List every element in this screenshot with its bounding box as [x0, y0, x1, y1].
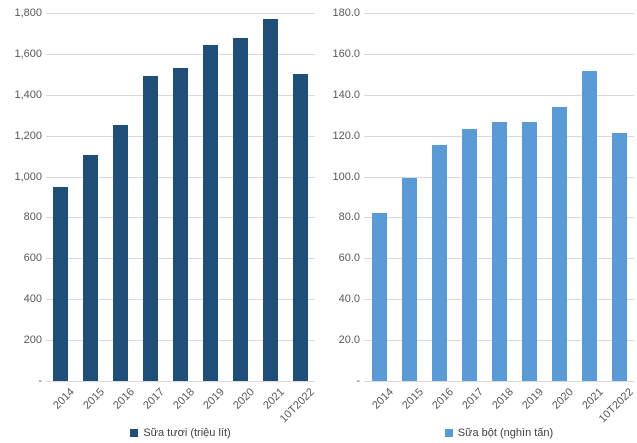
x-axis-left: 2014 2015 2016 2017 2018 2019 2020 2021 10T2022 — [46, 382, 317, 425]
bar-slot — [484, 13, 514, 381]
y-tick-label: 60.0 — [338, 252, 360, 265]
x-tick-label: 2018 — [489, 386, 516, 412]
gridline — [364, 13, 634, 14]
y-tick-label: 160.0 — [332, 47, 360, 60]
bar-2020 — [232, 37, 248, 381]
bar-slot — [46, 13, 76, 381]
legend-swatch-fresh-milk — [130, 429, 139, 437]
gridline — [364, 53, 634, 55]
bar-slot — [544, 13, 574, 381]
y-tick-label: 140.0 — [332, 88, 360, 101]
x-tick-label: 2018 — [171, 386, 198, 412]
y-tick-label: 1,800 — [14, 7, 42, 19]
bar-slot — [285, 13, 315, 381]
x-tick-label: 2015 — [399, 386, 426, 412]
y-tick-label: 80.0 — [338, 211, 360, 224]
bar-slot — [136, 13, 166, 381]
bar-2018 — [173, 68, 188, 381]
bar-10T2022 — [611, 132, 627, 381]
bar-2021 — [581, 71, 597, 381]
x-tick-label: 2014 — [51, 386, 78, 412]
x-tick-label: 2019 — [519, 386, 546, 412]
bar-2019 — [521, 122, 537, 381]
bar-2014 — [371, 213, 387, 381]
y-tick-label: - — [38, 375, 42, 387]
bar-2015 — [401, 177, 417, 381]
bar-2015 — [83, 155, 99, 381]
x-tick-label: 2021 — [579, 386, 606, 412]
bar-slot — [574, 13, 604, 381]
gridline — [364, 94, 634, 96]
y-tick-label: 200 — [23, 334, 42, 347]
bar-slot — [166, 13, 196, 381]
bar-slot — [604, 13, 634, 381]
bar-series-fresh-milk — [46, 13, 315, 381]
y-tick-label: 1,000 — [14, 170, 42, 183]
y-tick-label: 600 — [23, 252, 42, 265]
bar-2017 — [143, 76, 159, 381]
y-tick-label: 800 — [23, 211, 42, 224]
x-tick-label: 2021 — [260, 386, 287, 412]
y-tick-label: 100.0 — [332, 170, 360, 183]
chart-powder-milk: 180.0 160.0 140.0 120.0 100.0 80.0 60.0 40.0 20.… — [318, 0, 637, 443]
bar-2021 — [262, 19, 278, 381]
y-tick-label: 20.0 — [338, 334, 360, 347]
x-tick-label: 2016 — [429, 386, 456, 412]
bar-2016 — [431, 144, 447, 381]
y-tick-label: 180.0 — [332, 7, 360, 19]
x-tick-label: 2017 — [459, 386, 486, 412]
y-tick-label: 400 — [23, 293, 42, 306]
plot-area-fresh-milk — [46, 13, 315, 382]
y-tick-label: 40.0 — [338, 293, 360, 306]
bar-slot — [195, 13, 225, 381]
x-tick-label: 2020 — [230, 386, 257, 412]
y-tick-label: - — [356, 375, 360, 387]
bar-2020 — [551, 107, 567, 381]
y-tick-label: 1,200 — [14, 129, 42, 142]
y-axis-right: 180.0 160.0 140.0 120.0 100.0 80.0 60.0 40.0 20.… — [318, 7, 360, 387]
x-tick-label: 2014 — [369, 386, 396, 412]
plot-area-powder-milk — [364, 13, 634, 382]
bar-slot — [106, 13, 136, 381]
gridline — [46, 13, 315, 14]
legend-label-fresh-milk: Sữa tươi (triệu lít) — [143, 427, 231, 439]
bar-slot — [394, 13, 424, 381]
x-tick-label: 2015 — [81, 386, 108, 412]
legend-fresh-milk: Sữa tươi (triệu lít) — [46, 427, 315, 439]
legend-powder-milk: Sữa bột (nghìn tấn) — [364, 427, 634, 439]
x-axis-right: 2014 2015 2016 2017 2018 2019 2020 2021 10T2022 — [364, 382, 636, 425]
bar-10T2022 — [292, 74, 308, 381]
bar-2017 — [461, 128, 477, 381]
chart-fresh-milk: 1,800 1,600 1,400 1,200 1,000 800 600 400 200 - 2… — [0, 0, 318, 443]
bar-2014 — [53, 186, 69, 381]
legend-swatch-powder-milk — [444, 429, 453, 437]
bar-slot — [424, 13, 454, 381]
bar-slot — [454, 13, 484, 381]
bar-slot — [225, 13, 255, 381]
legend-label-powder-milk: Sữa bột (nghìn tấn) — [457, 427, 554, 439]
x-tick-label: 2017 — [141, 386, 168, 412]
gridline — [46, 53, 315, 55]
bar-slot — [255, 13, 285, 381]
bar-2016 — [113, 125, 129, 381]
y-axis-left: 1,800 1,600 1,400 1,200 1,000 800 600 400 200 - — [0, 7, 42, 387]
bar-series-powder-milk — [364, 13, 634, 381]
y-tick-label: 120.0 — [332, 129, 360, 142]
bar-slot — [514, 13, 544, 381]
y-tick-label: 1,400 — [14, 88, 42, 101]
x-tick-label: 2020 — [549, 386, 576, 412]
bar-2019 — [202, 44, 218, 381]
x-tick-label: 2016 — [111, 386, 138, 412]
bar-slot — [76, 13, 106, 381]
bar-2018 — [491, 122, 507, 381]
y-tick-label: 1,600 — [14, 47, 42, 60]
x-tick-label: 2019 — [201, 386, 227, 412]
bar-slot — [364, 13, 394, 381]
